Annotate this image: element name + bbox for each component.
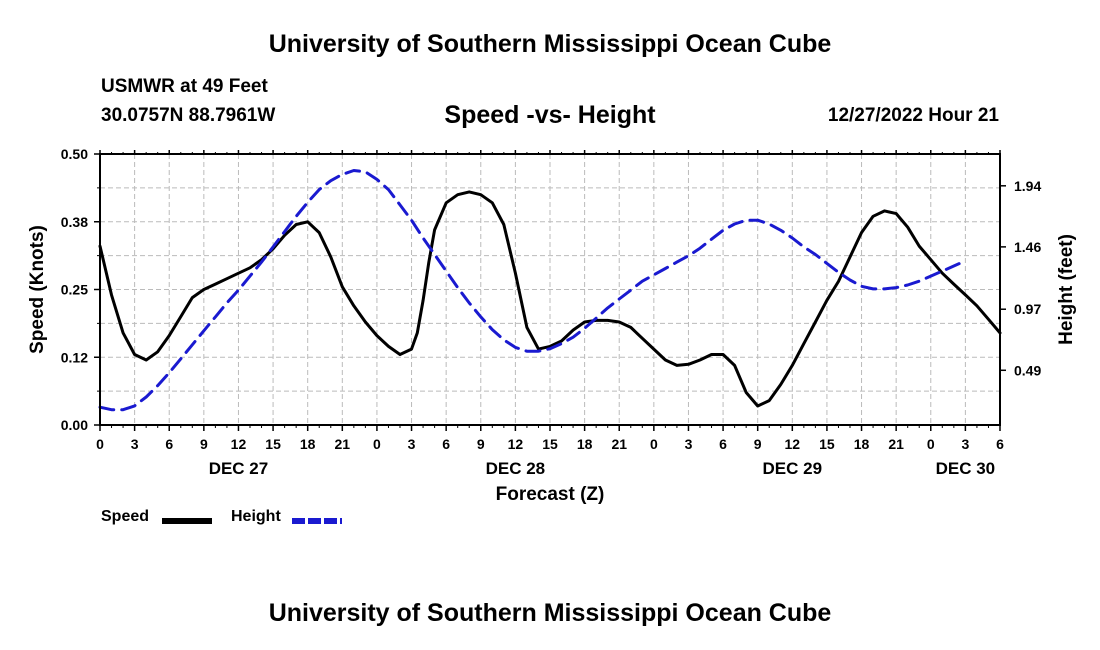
y2-tick-label: 1.46 bbox=[1014, 239, 1041, 255]
x-tick-label: 0 bbox=[96, 436, 104, 452]
x-tick-label: 0 bbox=[927, 436, 935, 452]
x-tick-label: 6 bbox=[719, 436, 727, 452]
chart-subtitle: Speed -vs- Height bbox=[444, 101, 656, 129]
series-line-speed bbox=[98, 190, 1002, 408]
x-tick-label: 12 bbox=[231, 436, 247, 452]
y-tick-label: 0.00 bbox=[61, 417, 88, 433]
legend-speed-label: Speed bbox=[101, 508, 150, 525]
forecast-datetime: 12/27/2022 Hour 21 bbox=[827, 105, 999, 126]
y2-axis-label: Height (feet) bbox=[1056, 234, 1077, 345]
x-tick-label: 18 bbox=[300, 436, 316, 452]
x-tick-label: 18 bbox=[577, 436, 593, 452]
legend-height-label: Height bbox=[231, 508, 281, 525]
x-tick-label: 12 bbox=[508, 436, 524, 452]
x-day-label: DEC 30 bbox=[936, 459, 996, 478]
footer-title: University of Southern Mississippi Ocean… bbox=[268, 599, 832, 627]
legend-speed-swatch bbox=[162, 518, 212, 524]
x-tick-label: 21 bbox=[611, 436, 627, 452]
y-tick-label: 0.12 bbox=[61, 349, 88, 365]
x-day-label: DEC 29 bbox=[763, 459, 823, 478]
y-axis-label: Speed (Knots) bbox=[27, 225, 48, 354]
y2-tick-label: 0.97 bbox=[1014, 301, 1041, 317]
y-tick-label: 0.38 bbox=[61, 214, 88, 230]
x-tick-label: 21 bbox=[888, 436, 904, 452]
x-day-label: DEC 28 bbox=[486, 459, 546, 478]
x-tick-label: 15 bbox=[542, 436, 558, 452]
x-tick-label: 0 bbox=[373, 436, 381, 452]
y-tick-label: 0.25 bbox=[61, 282, 88, 298]
x-tick-label: 18 bbox=[854, 436, 870, 452]
x-axis-label: Forecast (Z) bbox=[496, 484, 605, 505]
y-tick-label: 0.50 bbox=[61, 146, 88, 162]
x-tick-label: 3 bbox=[685, 436, 693, 452]
x-tick-label: 0 bbox=[650, 436, 658, 452]
grid bbox=[100, 154, 1000, 425]
x-tick-label: 15 bbox=[265, 436, 281, 452]
x-tick-label: 3 bbox=[408, 436, 416, 452]
y2-tick-label: 1.94 bbox=[1014, 178, 1041, 194]
x-tick-label: 6 bbox=[165, 436, 173, 452]
x-tick-label: 21 bbox=[335, 436, 351, 452]
station-name: USMWR at 49 Feet bbox=[101, 76, 268, 97]
series-group bbox=[98, 169, 1002, 412]
x-tick-label: 6 bbox=[996, 436, 1004, 452]
x-tick-label: 9 bbox=[754, 436, 762, 452]
series-line-height bbox=[98, 169, 967, 412]
x-tick-label: 9 bbox=[200, 436, 208, 452]
x-day-label: DEC 27 bbox=[209, 459, 269, 478]
x-tick-label: 9 bbox=[477, 436, 485, 452]
x-tick-label: 6 bbox=[442, 436, 450, 452]
x-tick-label: 3 bbox=[131, 436, 139, 452]
x-tick-label: 3 bbox=[961, 436, 969, 452]
legend-height-swatch bbox=[292, 518, 342, 524]
station-coordinates: 30.0757N 88.7961W bbox=[101, 105, 276, 126]
y2-tick-label: 0.49 bbox=[1014, 362, 1041, 378]
chart-title: University of Southern Mississippi Ocean… bbox=[268, 30, 832, 58]
x-tick-label: 15 bbox=[819, 436, 835, 452]
axes: 0 3 6 9 12 15 18 21 0 3 6 9 12 15 18 21 0 3 6 9 12 15 18 21 0 3 6D… bbox=[61, 146, 1042, 478]
x-tick-label: 12 bbox=[785, 436, 801, 452]
